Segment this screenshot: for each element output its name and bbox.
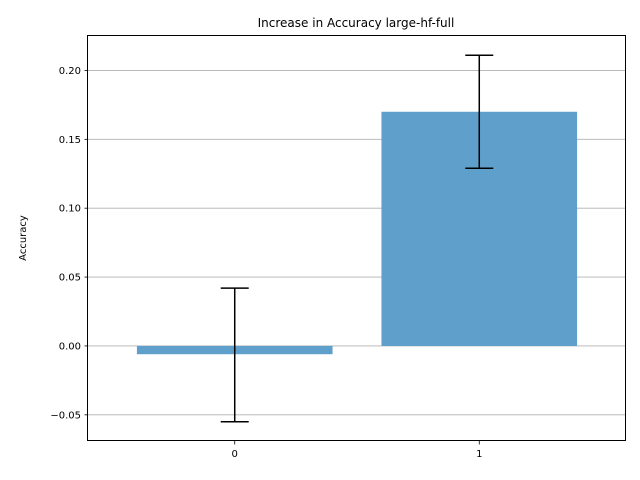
y-tick-label: 0.00	[59, 341, 81, 352]
y-axis-ticks: −0.05 0.00 0.05 0.10 0.15 0.20	[50, 66, 88, 421]
chart-title: Increase in Accuracy large-hf-full	[258, 16, 455, 30]
plot-frame	[87, 35, 626, 441]
bars	[136, 111, 578, 355]
error-bars	[220, 54, 494, 423]
y-tick-label: −0.05	[50, 410, 81, 421]
y-axis-label: Accuracy	[18, 215, 29, 261]
y-tick-label: 0.05	[59, 273, 81, 284]
x-tick-label: 0	[232, 449, 238, 460]
y-tick-label: 0.15	[59, 135, 81, 146]
y-tick-label: 0.10	[59, 204, 81, 215]
y-tick-label: 0.20	[59, 66, 81, 77]
x-tick-label: 1	[476, 449, 482, 460]
